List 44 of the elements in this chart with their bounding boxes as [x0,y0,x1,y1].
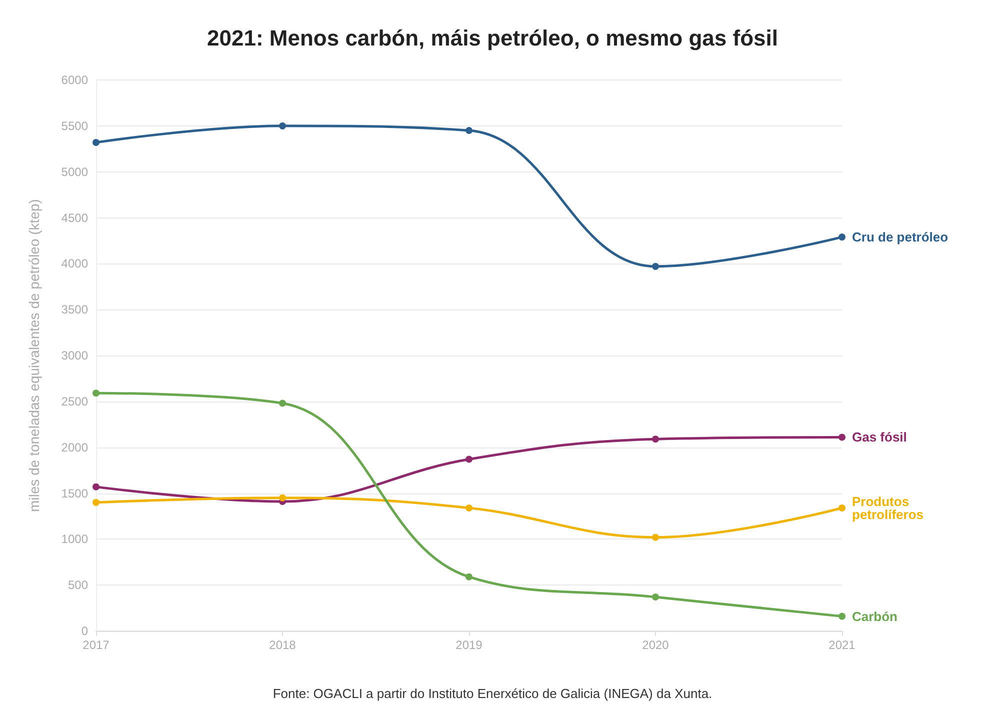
series-label: Carbón [852,608,898,624]
y-axis-title: miles de toneladas equivalentes de petróleo (ktep) [26,199,42,512]
y-tick-label: 500 [68,578,88,592]
point [652,262,659,270]
x-tick-label: 2021 [828,638,856,652]
source-note: Fonte: OGACLI a partir do Instituto Enerxético de Galicia (INEGA) da Xunta. [272,686,712,701]
point [92,483,100,490]
x-tick-label: 2018 [269,638,296,652]
point [92,138,100,146]
chart-title: 2021: Menos carbón, máis petróleo, o mesmo gas fósil [207,26,778,50]
x-tick-label: 2017 [82,638,110,652]
y-tick-label: 3000 [61,348,88,362]
y-tick-label: 1000 [61,532,88,546]
y-tick-label: 5000 [61,164,88,179]
point [838,434,846,441]
y-tick-label: 0 [81,624,88,638]
series-label: Produtos petrolíferos [852,494,924,522]
series-label: Gas fósil [852,430,907,445]
point [838,612,846,620]
point [466,573,472,580]
y-tick-label: 2500 [61,394,88,408]
y-tick-label: 4000 [61,256,88,271]
point [279,400,286,407]
point [466,127,472,134]
point [92,390,100,397]
series-label: Cru de petróleo [852,230,948,245]
y-tick-label: 4500 [61,210,88,225]
point [838,504,846,512]
point [279,494,286,502]
y-tick-label: 3500 [61,302,88,317]
y-tick-label: 1500 [61,486,88,500]
x-tick-label: 2020 [642,638,670,652]
x-tick-label: 2019 [456,638,483,652]
point [279,122,286,130]
point [652,594,659,601]
y-tick-label: 5500 [61,118,88,133]
point [466,456,472,463]
point [652,436,659,443]
point [92,498,100,506]
y-tick-label: 6000 [61,73,88,87]
point [652,534,659,541]
y-tick-label: 2000 [61,440,88,454]
point [838,234,846,241]
point [466,504,472,512]
